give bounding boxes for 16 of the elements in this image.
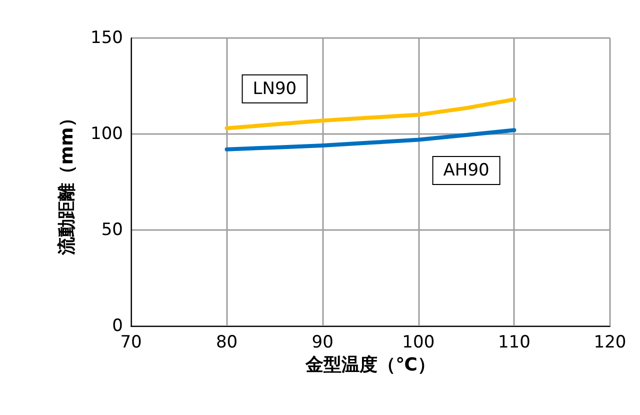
- x-axis-title: 金型温度（℃）: [304, 354, 436, 376]
- y-tick-label: 0: [112, 316, 123, 336]
- series-label: AH90: [443, 160, 490, 180]
- line-series: [224, 97, 516, 130]
- x-tick-label: 110: [498, 332, 530, 352]
- x-tick-label: 70: [120, 332, 142, 352]
- y-tick-label: 50: [101, 220, 123, 240]
- y-tick-label: 150: [90, 28, 123, 48]
- x-tick-label: 120: [594, 332, 626, 352]
- x-tick-label: 100: [402, 332, 435, 352]
- y-tick-label: 100: [90, 124, 123, 144]
- series-label: LN90: [252, 78, 297, 99]
- x-tick-label: 90: [312, 332, 334, 352]
- x-tick-label: 80: [216, 332, 238, 352]
- line-series: [224, 128, 516, 152]
- y-axis-title: 流動距離（mm）: [56, 109, 78, 256]
